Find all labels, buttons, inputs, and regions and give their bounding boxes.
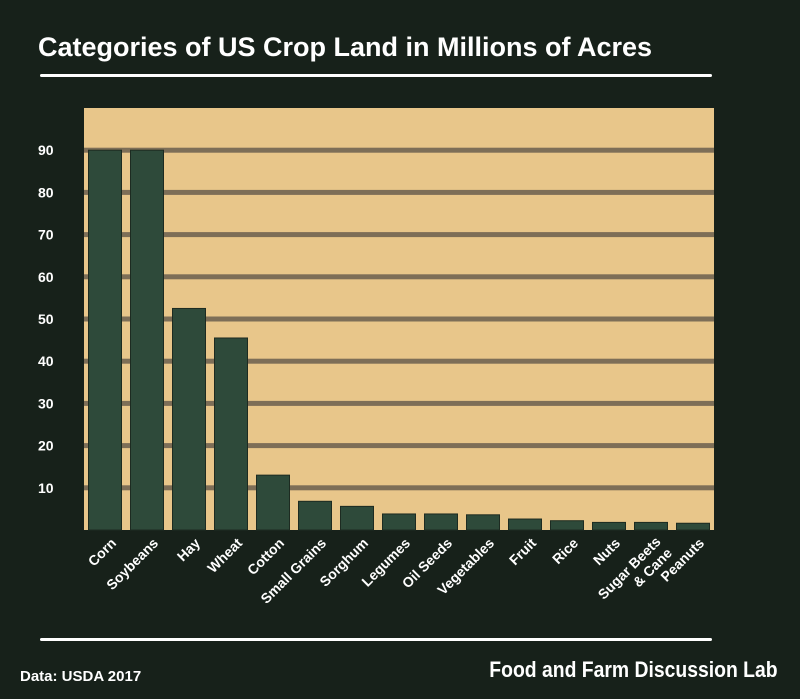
bar-small-grains	[298, 500, 332, 531]
x-tick-label-line: Corn	[85, 535, 119, 569]
x-tick-label: Fruit	[506, 535, 540, 569]
gridline	[84, 316, 714, 322]
gridline	[84, 358, 714, 364]
y-tick-label: 60	[38, 269, 54, 285]
chart-title: Categories of US Crop Land in Millions o…	[38, 32, 653, 62]
bar-vegetables	[466, 514, 500, 531]
y-tick-label: 80	[38, 184, 54, 200]
gridline	[84, 147, 714, 153]
gridline	[84, 232, 714, 238]
bar-oil-seeds	[424, 513, 458, 531]
x-tick-label-line: Wheat	[204, 535, 245, 576]
y-tick-label: 40	[38, 353, 54, 369]
bar-fruit	[508, 518, 542, 531]
gridline	[84, 400, 714, 406]
title-underline	[40, 74, 712, 77]
bar-peanuts	[676, 522, 710, 531]
gridline	[84, 485, 714, 491]
x-tick-label-line: Rice	[549, 535, 581, 567]
y-tick-label: 20	[38, 438, 54, 454]
y-tick-label: 90	[38, 142, 54, 158]
bars	[88, 149, 710, 531]
bar-legumes	[382, 513, 416, 531]
brand-name: Food and Farm Discussion Lab	[489, 657, 778, 682]
footer-divider	[40, 638, 712, 641]
y-axis-ticks: 10 20 30 40 50 60 70 80 90	[38, 142, 54, 496]
y-tick-label: 10	[38, 480, 54, 496]
x-tick-label: Corn	[85, 535, 119, 569]
gridline	[84, 443, 714, 449]
x-tick-label: Hay	[174, 535, 204, 565]
data-source: Data: USDA 2017	[20, 668, 142, 685]
bar-nuts	[592, 521, 626, 531]
bar-wheat	[214, 337, 248, 531]
y-tick-label: 70	[38, 227, 54, 243]
gridline	[84, 274, 714, 280]
x-tick-label-line: Fruit	[506, 535, 540, 569]
gridlines	[84, 147, 714, 491]
gridline	[84, 189, 714, 195]
x-tick-label-line: Hay	[174, 535, 204, 565]
bar-rice	[550, 520, 584, 531]
x-tick-label: Wheat	[204, 535, 245, 576]
bar-sugar-beets-cane	[634, 521, 668, 531]
y-tick-label: 30	[38, 395, 54, 411]
x-tick-label: Nuts	[590, 535, 623, 568]
bar-soybeans	[130, 149, 164, 531]
bar-hay	[172, 307, 206, 531]
x-tick-label-line: Nuts	[590, 535, 623, 568]
bar-sorghum	[340, 505, 374, 531]
bar-corn	[88, 149, 122, 531]
bar-cotton	[256, 474, 290, 531]
x-tick-label: Rice	[549, 535, 581, 567]
y-tick-label: 50	[38, 311, 54, 327]
